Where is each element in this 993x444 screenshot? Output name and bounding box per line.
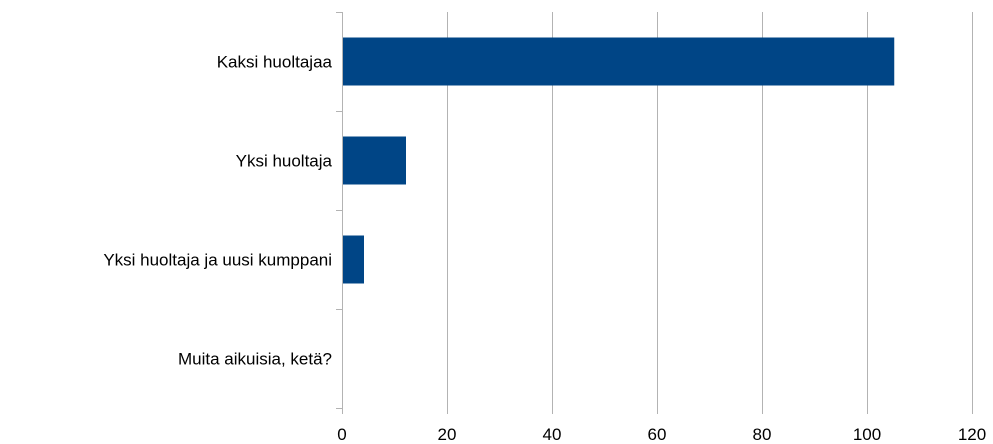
x-tick-label-4: 80 — [753, 425, 772, 444]
x-tick-label-3: 60 — [648, 425, 667, 444]
bar-1 — [343, 136, 406, 185]
bar-2 — [343, 235, 364, 284]
x-tick-label-6: 120 — [958, 425, 986, 444]
category-label-0: Kaksi huoltajaa — [217, 53, 333, 72]
x-tick-label-5: 100 — [853, 425, 881, 444]
x-tick-label-0: 0 — [337, 425, 346, 444]
bar-0 — [343, 37, 895, 86]
x-tick-label-1: 20 — [438, 425, 457, 444]
category-label-2: Yksi huoltaja ja uusi kumppani — [103, 251, 332, 270]
x-tick-label-2: 40 — [543, 425, 562, 444]
category-label-3: Muita aikuisia, ketä? — [178, 350, 332, 369]
category-label-1: Yksi huoltaja — [236, 152, 333, 171]
